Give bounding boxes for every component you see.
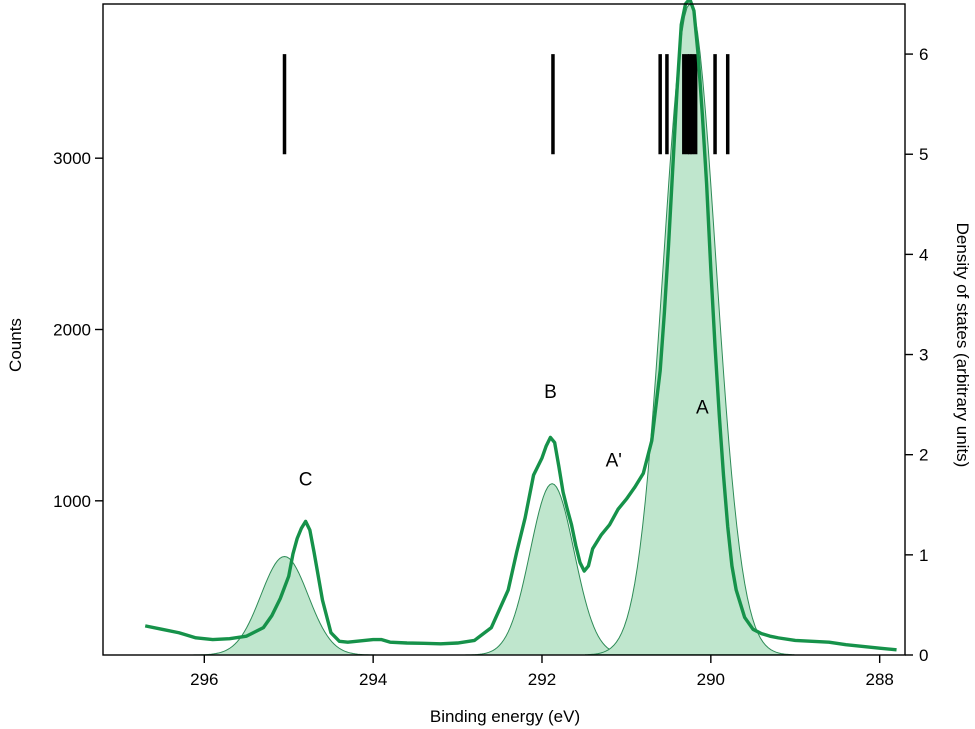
- x-tick-label: 292: [528, 670, 556, 689]
- x-tick-label: 294: [359, 670, 387, 689]
- x-tick-label: 296: [190, 670, 218, 689]
- fitted-peak-1: [189, 555, 380, 656]
- fitted-peak-fills: [189, 3, 795, 656]
- y-right-tick-label: 0: [919, 646, 928, 665]
- y-right-tick-label: 4: [919, 245, 928, 264]
- y-left-axis-title: Counts: [6, 318, 25, 372]
- peak-label: B: [544, 382, 557, 403]
- peak-label: C: [299, 469, 313, 490]
- y-left-axis-ticks: 1000 2000 3000: [53, 149, 103, 511]
- measured-spectrum-line: [144, 0, 897, 652]
- peak-annotations: C B A' A: [299, 382, 709, 490]
- measured-spectrum: [144, 0, 897, 652]
- y-right-tick-label: 5: [919, 145, 928, 164]
- density-of-states-sticks: [282, 54, 730, 155]
- y-left-tick-label: 3000: [53, 149, 91, 168]
- y-right-axis-ticks: 0 1 2 3 4 5 6: [905, 45, 928, 665]
- peak-label: A: [696, 397, 709, 418]
- peak-label: A': [606, 451, 622, 472]
- y-right-tick-label: 1: [919, 546, 928, 565]
- x-tick-label: 290: [697, 670, 725, 689]
- x-axis-title: Binding energy (eV): [430, 707, 580, 726]
- y-right-axis-title: Density of states (arbitrary units): [953, 223, 972, 468]
- y-right-tick-label: 3: [919, 346, 928, 365]
- y-left-tick-label: 1000: [53, 492, 91, 511]
- x-tick-label: 288: [865, 670, 893, 689]
- y-right-tick-label: 6: [919, 45, 928, 64]
- y-left-tick-label: 2000: [53, 321, 91, 340]
- plot-frame: [102, 3, 906, 656]
- y-right-tick-label: 2: [919, 446, 928, 465]
- x-axis-ticks: 296 294 292 290 288: [190, 655, 894, 689]
